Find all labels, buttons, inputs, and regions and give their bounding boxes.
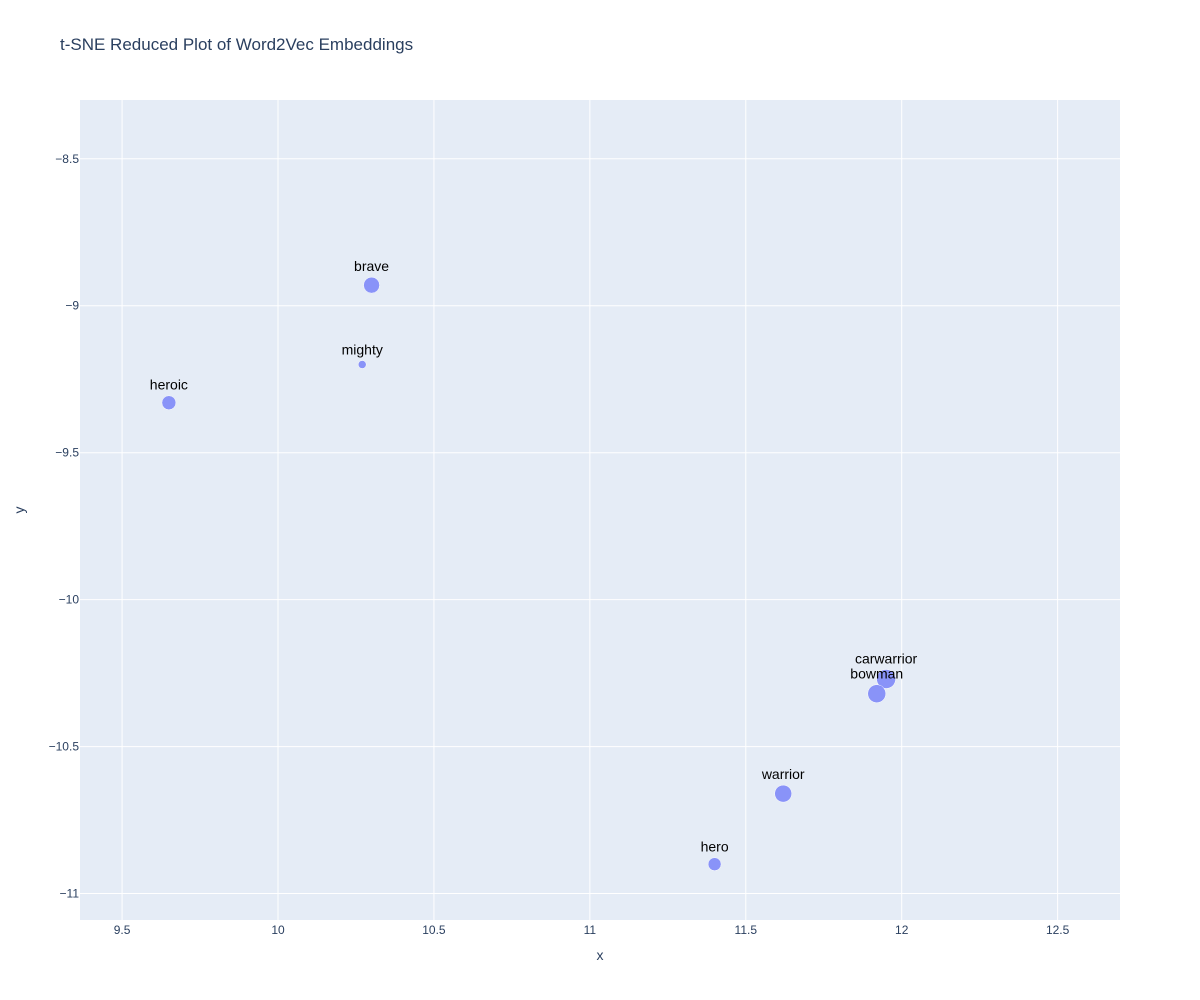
point-label: bowman — [850, 666, 903, 682]
x-tick-label: 10.5 — [422, 923, 446, 937]
point-label: carwarrior — [855, 650, 918, 666]
scatter-point — [774, 784, 792, 803]
point-label: heroic — [150, 377, 188, 393]
point-label: warrior — [761, 766, 805, 782]
point-label: mighty — [342, 342, 383, 358]
y-axis-title: y — [11, 507, 27, 514]
y-tick-label: −9.5 — [55, 446, 79, 460]
scatter-point — [867, 684, 887, 703]
y-tick-label: −10 — [59, 593, 80, 607]
x-tick-label: 12.5 — [1046, 923, 1070, 937]
scatter-point — [876, 669, 896, 689]
x-tick-label: 12 — [895, 923, 909, 937]
x-axis-title: x — [597, 947, 604, 963]
x-tick-label: 11.5 — [735, 923, 758, 937]
point-label: hero — [701, 839, 729, 855]
x-tick-labels: 9.5 10 10.5 11 11.5 12 12.5 — [114, 923, 1070, 937]
x-tick-label: 11 — [584, 923, 597, 937]
y-tick-label: −10.5 — [49, 740, 80, 754]
y-tick-labels: −8.5 −9 −9.5 −10 −10.5 −11 — [49, 152, 80, 901]
y-gridlines — [80, 158, 1120, 895]
y-tick-label: −9 — [65, 299, 79, 313]
chart-title: t-SNE Reduced Plot of Word2Vec Embedding… — [60, 35, 413, 54]
scatter-point — [707, 857, 722, 871]
plot-area — [80, 100, 1120, 920]
x-tick-label: 9.5 — [114, 923, 131, 937]
y-tick-label: −11 — [60, 887, 80, 901]
data-points — [161, 276, 896, 871]
x-gridlines — [121, 100, 1059, 920]
y-tick-label: −8.5 — [55, 152, 79, 166]
point-label: brave — [354, 258, 389, 274]
x-tick-label: 10 — [271, 923, 285, 937]
scatter-point — [363, 276, 380, 294]
scatter-point — [161, 395, 177, 410]
scatter-point — [357, 360, 367, 369]
